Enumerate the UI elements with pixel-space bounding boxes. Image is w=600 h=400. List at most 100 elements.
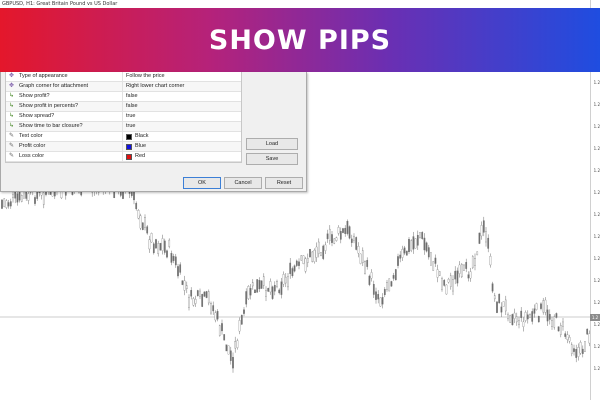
candle-body bbox=[487, 237, 490, 249]
parameter-name: Show spread? bbox=[19, 113, 55, 119]
price-tick-label: 1.2 bbox=[593, 212, 600, 217]
candle-body bbox=[1, 199, 3, 209]
candle-body bbox=[207, 291, 210, 304]
candle-body bbox=[540, 303, 542, 309]
candle-body bbox=[348, 226, 351, 239]
candle-body bbox=[214, 312, 217, 321]
candle-body bbox=[236, 340, 239, 348]
candle-body bbox=[364, 261, 366, 274]
candle-body bbox=[544, 299, 547, 313]
parameter-row[interactable]: ↳ Show profit? false bbox=[6, 92, 241, 102]
price-scale[interactable]: 1.2 1.2 1.2 1.2 1.2 1.2 1.2 1.2 1.2 1.2 1.2 1.2 1.2 1… bbox=[590, 0, 600, 400]
price-tick-label: 1.2 bbox=[593, 102, 600, 107]
parameter-value: Red bbox=[135, 153, 146, 159]
candle-body bbox=[480, 225, 483, 237]
candle-body bbox=[502, 301, 505, 307]
cancel-button[interactable]: Cancel bbox=[224, 177, 262, 189]
candle-body bbox=[137, 210, 140, 219]
candle-body bbox=[306, 257, 309, 263]
candle-body bbox=[408, 239, 410, 253]
candle-body bbox=[357, 246, 360, 254]
candle-body bbox=[141, 222, 144, 230]
parameter-value-cell[interactable]: false bbox=[123, 92, 241, 101]
color-param-icon: ✎ bbox=[8, 133, 15, 139]
candle-body bbox=[397, 256, 399, 266]
candle-body bbox=[456, 270, 459, 284]
candle-body bbox=[293, 265, 296, 272]
parameter-value-cell[interactable]: false bbox=[123, 102, 241, 111]
color-swatch bbox=[126, 143, 132, 150]
candle-body bbox=[559, 324, 562, 335]
price-tick-label: 1.2 bbox=[593, 80, 600, 85]
candle-body bbox=[260, 280, 263, 289]
candle-body bbox=[196, 290, 199, 297]
save-button[interactable]: Save bbox=[246, 153, 298, 165]
parameter-row[interactable]: ↳ Show profit in percents? false bbox=[6, 102, 241, 112]
parameter-row[interactable]: ↳ Show spread? true bbox=[6, 112, 241, 122]
candle-body bbox=[302, 255, 305, 264]
candle-body bbox=[577, 347, 580, 357]
candle-body bbox=[42, 192, 45, 205]
parameter-row[interactable]: ✥ Type of appearance Follow the price bbox=[6, 72, 241, 82]
candle-body bbox=[579, 342, 582, 354]
candle-body bbox=[465, 262, 468, 269]
candle-body bbox=[524, 312, 527, 321]
candle-body bbox=[548, 314, 551, 320]
color-param-icon: ✎ bbox=[8, 153, 15, 159]
candle-body bbox=[427, 247, 430, 258]
candle-body bbox=[320, 252, 322, 256]
candle-body bbox=[452, 279, 454, 292]
parameter-row[interactable]: ↳ Show time to bar closure? true bbox=[6, 122, 241, 132]
candle-body bbox=[229, 350, 232, 361]
parameter-name: Type of appearance bbox=[19, 73, 68, 79]
candle-body bbox=[474, 258, 476, 266]
parameter-value-cell[interactable]: Right lower chart corner bbox=[123, 82, 241, 91]
candle-body bbox=[304, 258, 307, 272]
candle-body bbox=[346, 221, 349, 234]
parameter-name: Profit color bbox=[19, 143, 46, 149]
candle-body bbox=[511, 314, 514, 326]
parameter-row[interactable]: ✎ Loss color Red bbox=[6, 152, 241, 162]
parameter-value-cell[interactable]: true bbox=[123, 122, 241, 131]
candle-body bbox=[546, 309, 549, 322]
candle-body bbox=[535, 303, 538, 310]
parameter-value-cell[interactable]: true bbox=[123, 112, 241, 121]
banner-title: SHOW PIPS bbox=[208, 24, 392, 56]
candle-body bbox=[575, 349, 578, 358]
candle-body bbox=[16, 193, 19, 203]
banner: SHOW PIPS bbox=[0, 8, 600, 72]
parameter-value-cell[interactable]: Blue bbox=[123, 142, 241, 151]
candle-body bbox=[445, 284, 448, 295]
parameter-row[interactable]: ✎ Text color Black bbox=[6, 132, 241, 142]
candle-body bbox=[370, 272, 373, 279]
candle-body bbox=[399, 254, 402, 259]
price-tick-label: 1.2 bbox=[593, 124, 600, 129]
candle-body bbox=[155, 239, 157, 249]
candle-body bbox=[247, 286, 250, 299]
candle-body bbox=[9, 201, 12, 207]
candle-body bbox=[234, 341, 237, 349]
parameter-value-cell[interactable]: Red bbox=[123, 152, 241, 161]
candle-body bbox=[254, 289, 256, 294]
parameter-value-cell[interactable]: Follow the price bbox=[123, 72, 241, 81]
parameter-value: Blue bbox=[135, 143, 147, 149]
candle-body bbox=[518, 320, 520, 325]
candle-body bbox=[218, 325, 221, 336]
load-button[interactable]: Load bbox=[246, 138, 298, 150]
candle-body bbox=[166, 250, 168, 258]
candle-body bbox=[144, 217, 146, 228]
candle-body bbox=[443, 280, 446, 286]
ok-button[interactable]: OK bbox=[183, 177, 221, 189]
candle-body bbox=[449, 275, 452, 287]
candle-body bbox=[531, 311, 534, 322]
reset-button[interactable]: Reset bbox=[265, 177, 303, 189]
parameter-row[interactable]: ✥ Graph corner for attachment Right lower … bbox=[6, 82, 241, 92]
parameter-row[interactable]: ✎ Profit color Blue bbox=[6, 142, 241, 152]
candle-body bbox=[361, 250, 364, 264]
parameter-value-cell[interactable]: Black bbox=[123, 132, 241, 141]
candle-body bbox=[498, 293, 501, 304]
price-tick-label: 1.2 bbox=[593, 234, 600, 239]
candle-body bbox=[491, 283, 494, 292]
candle-body bbox=[537, 316, 540, 323]
parameter-value: true bbox=[126, 123, 136, 129]
